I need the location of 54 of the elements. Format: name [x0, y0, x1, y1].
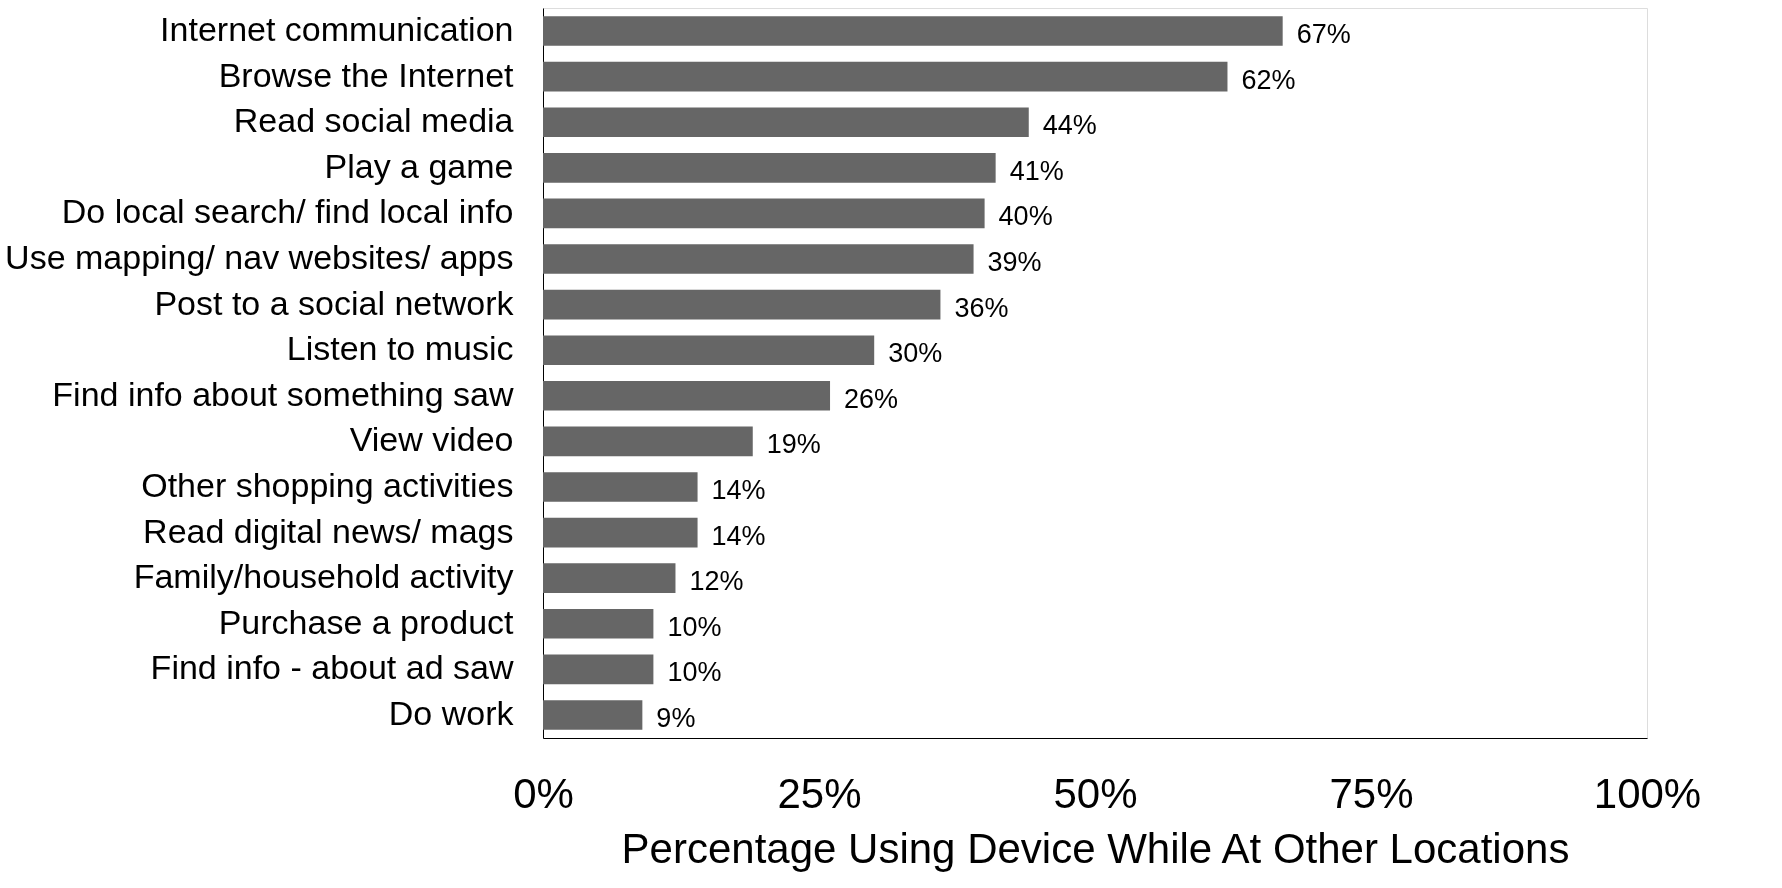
data-label: 41% [1009, 155, 1064, 186]
data-label: 26% [844, 383, 899, 414]
bar [543, 700, 643, 730]
y-tick-label: Purchase a product [218, 602, 515, 641]
data-label: 12% [689, 566, 744, 597]
data-label: 19% [766, 429, 821, 460]
data-label: 9% [656, 702, 696, 733]
bar [543, 289, 941, 320]
bar [543, 107, 1029, 138]
x-tick-label: 75% [1329, 769, 1414, 817]
x-tick-label: 0% [513, 769, 574, 817]
bar [543, 472, 698, 502]
y-tick-label: Play a game [324, 146, 514, 185]
bar [543, 517, 698, 548]
data-label: 40% [998, 201, 1053, 232]
bar [543, 16, 1283, 46]
bar [543, 426, 753, 457]
y-tick-label: Read social media [233, 101, 514, 140]
bar [543, 608, 654, 639]
y-tick-label: Read digital news/ mags [143, 511, 514, 550]
y-tick-label: Find info about something saw [52, 374, 514, 413]
bar [543, 563, 676, 593]
data-label: 14% [711, 520, 766, 551]
data-label: 10% [667, 657, 722, 688]
bar [543, 335, 875, 366]
y-tick-label: Browse the Internet [218, 55, 515, 94]
y-tick-label: Post to a social network [154, 283, 515, 322]
y-tick-label: View video [349, 420, 514, 459]
bar [543, 153, 996, 183]
y-tick-label: Family/household activity [133, 557, 514, 596]
bar [543, 198, 985, 229]
y-tick-label: Internet communication [160, 10, 514, 49]
y-tick-label: Do local search/ find local info [61, 192, 514, 231]
y-tick-label: Do work [388, 693, 515, 732]
y-tick-label: Listen to music [286, 329, 514, 368]
data-label: 62% [1241, 64, 1296, 95]
data-label: 30% [888, 338, 943, 369]
bar [543, 380, 831, 411]
bar [543, 61, 1228, 92]
data-label: 10% [667, 611, 722, 642]
x-axis-title: Percentage Using Device While At Other Locations [621, 824, 1570, 872]
y-tick-label: Use mapping/ nav websites/ apps [5, 238, 514, 277]
x-tick-label: 100% [1593, 769, 1702, 817]
y-tick-label: Other shopping activities [141, 465, 514, 504]
x-tick-label: 50% [1053, 769, 1138, 817]
bar [543, 654, 654, 685]
y-tick-label: Find info - about ad saw [150, 648, 514, 687]
data-label: 67% [1296, 19, 1351, 50]
data-label: 39% [987, 247, 1042, 278]
data-label: 44% [1042, 110, 1097, 141]
bar [543, 244, 974, 274]
x-tick-label: 25% [777, 769, 862, 817]
data-label: 36% [954, 292, 1009, 323]
data-label: 14% [711, 474, 766, 505]
